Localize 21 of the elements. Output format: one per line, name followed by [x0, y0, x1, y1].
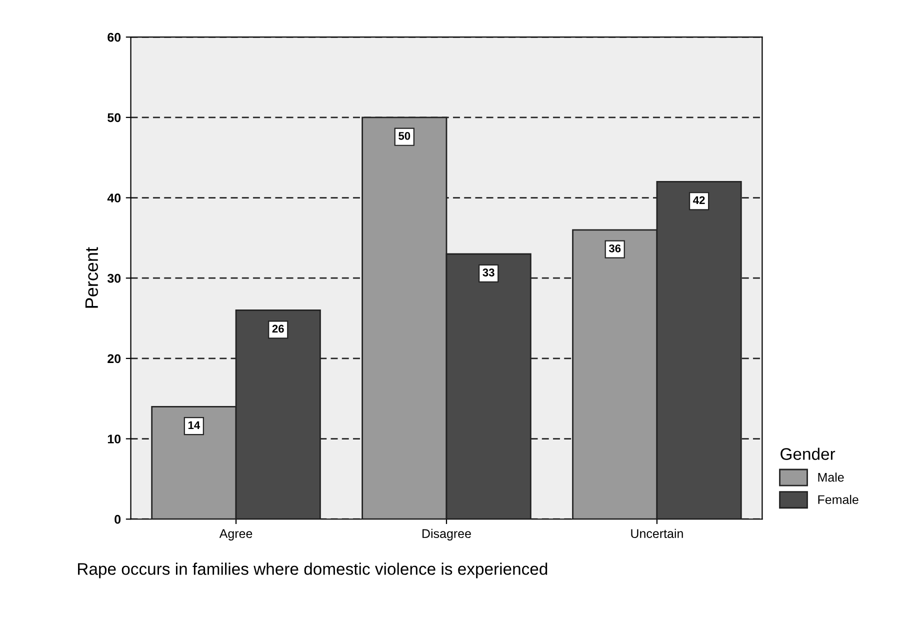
- y-tick-label: 30: [107, 274, 121, 283]
- x-tick-label: Agree: [219, 529, 252, 540]
- data-label: 50: [398, 132, 410, 140]
- x-tick-label: Disagree: [422, 528, 471, 540]
- y-tick-label: 0: [114, 514, 121, 524]
- data-label: 42: [693, 196, 705, 204]
- y-axis-title: Percent: [85, 247, 98, 308]
- text: Rape occurs in families where domestic violence is experienced: [78, 562, 548, 578]
- data-label: 36: [608, 244, 621, 252]
- legend-label: Female: [818, 494, 858, 504]
- x-tick-label: Uncertain: [631, 528, 683, 538]
- y-tick-label: 40: [107, 194, 121, 202]
- y-tick-label: 60: [108, 32, 121, 42]
- y-tick-label: 50: [108, 113, 121, 122]
- y-tick-label: 20: [108, 354, 121, 364]
- legend-title: Gender: [780, 448, 836, 460]
- legend-label: Male: [818, 472, 844, 482]
- data-label: 33: [482, 268, 494, 276]
- y-tick-label: 10: [108, 434, 121, 444]
- data-label: 26: [272, 324, 284, 333]
- data-label: 14: [188, 421, 200, 429]
